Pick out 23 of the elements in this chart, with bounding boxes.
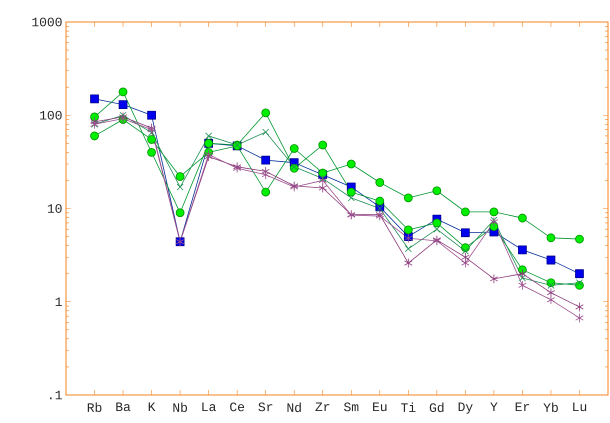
y-tick-label: 1000 bbox=[32, 18, 62, 26]
x-tick-label: K bbox=[148, 402, 156, 412]
x-tick-label: Ti bbox=[401, 402, 416, 412]
x-tick-label: Yb bbox=[543, 402, 558, 412]
y-tick-label: .1 bbox=[50, 390, 62, 400]
x-tick-label: Sr bbox=[258, 402, 272, 412]
x-tick-label: Lu bbox=[573, 402, 586, 412]
y-tick-label: 1 bbox=[56, 297, 62, 306]
y-tick-label: 100 bbox=[40, 110, 62, 120]
x-tick-label: Dy bbox=[458, 402, 473, 414]
x-tick-label: La bbox=[202, 402, 216, 412]
x-tick-label: Sm bbox=[344, 402, 358, 412]
x-tick-label: Rb bbox=[88, 402, 102, 412]
x-tick-label: Er bbox=[516, 402, 530, 412]
x-tick-label: Zr bbox=[315, 402, 330, 412]
x-tick-label: Ba bbox=[116, 402, 130, 412]
x-tick-label: Nb bbox=[173, 402, 187, 412]
x-tick-label: Gd bbox=[430, 402, 444, 412]
x-tick-label: Nd bbox=[287, 402, 301, 412]
x-tick-label: Ce bbox=[230, 402, 244, 412]
x-tick-label: Y bbox=[490, 402, 498, 412]
x-tick-label: Eu bbox=[373, 402, 386, 412]
y-tick-label: 10 bbox=[48, 204, 62, 213]
